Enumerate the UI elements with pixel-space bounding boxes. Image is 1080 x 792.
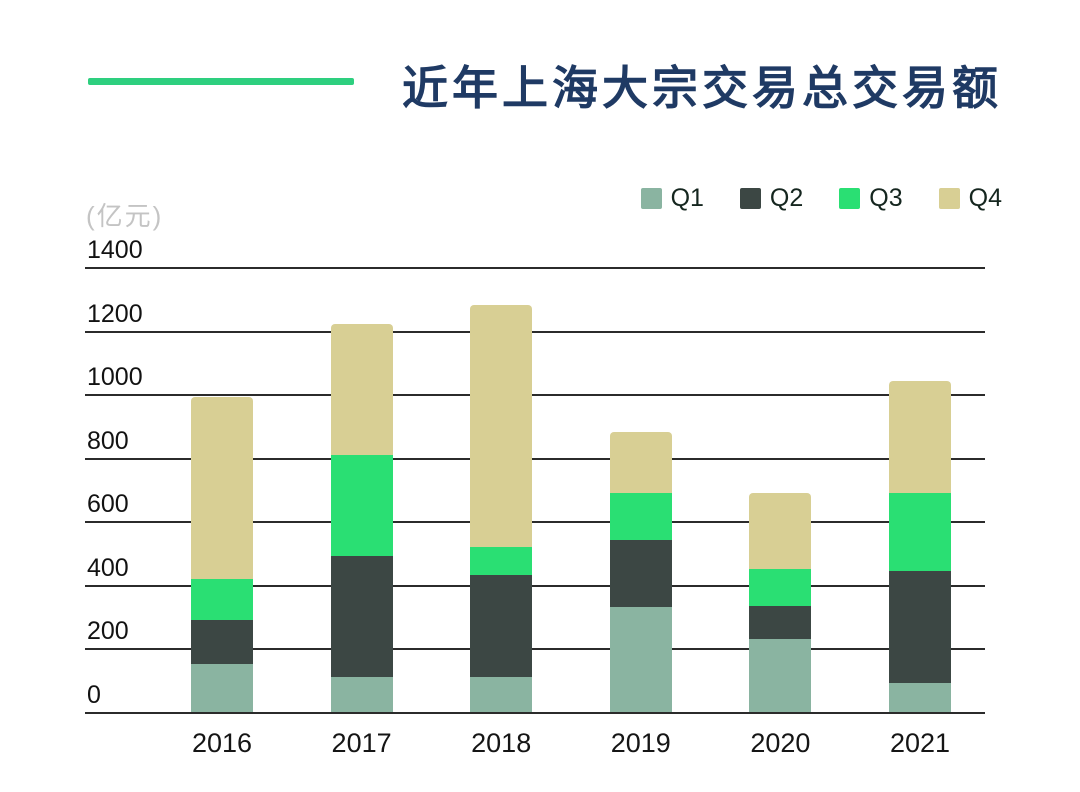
legend-label-q1: Q1 [670, 184, 704, 212]
legend: Q1 Q2 Q3 Q4 [640, 184, 1002, 213]
legend-swatch-q1 [640, 188, 662, 209]
bar-segment-2018-q4 [470, 305, 533, 547]
gridline-1400 [85, 267, 985, 269]
bar-2017 [330, 324, 393, 712]
y-axis-unit-label: (亿元) [86, 201, 164, 231]
bar-segment-2021-q4 [889, 381, 951, 493]
gridline-600 [85, 521, 985, 524]
bar-2016 [191, 397, 253, 712]
bar-segment-2017-q3 [330, 454, 393, 557]
y-tick-label-0: 0 [87, 681, 101, 709]
x-axis-label-2021: 2021 [889, 728, 951, 758]
x-axis-label-2018: 2018 [471, 728, 532, 758]
bar-2018 [470, 305, 533, 712]
bar-segment-2020-q3 [749, 568, 812, 606]
legend-swatch-q2 [739, 188, 761, 209]
bar-2021 [889, 381, 951, 712]
y-tick-label-400: 400 [87, 553, 129, 582]
bar-segment-2016-q1 [191, 664, 253, 712]
legend-item-q1: Q1 [640, 184, 704, 213]
legend-swatch-q3 [839, 188, 861, 209]
gridline-1200 [85, 330, 985, 333]
y-tick-label-200: 200 [87, 617, 129, 646]
bar-segment-2016-q3 [191, 578, 253, 620]
bar-2019 [609, 432, 672, 712]
legend-label-q3: Q3 [869, 184, 903, 212]
bar-segment-2017-q4 [330, 324, 393, 455]
legend-swatch-q4 [938, 188, 960, 209]
legend-item-q2: Q2 [739, 184, 804, 213]
gridline-400 [85, 584, 985, 587]
bar-segment-2021-q1 [889, 683, 951, 712]
y-tick-label-1400: 1400 [87, 236, 143, 264]
bar-segment-2019-q2 [609, 540, 672, 608]
gridline-1000 [85, 394, 985, 397]
plot-area: 0 200 400 600 800 1000 1200 1400 [85, 236, 985, 714]
x-axis-label-2019: 2019 [610, 728, 671, 758]
title-accent-line [88, 78, 354, 85]
gridline-200 [85, 648, 985, 651]
y-tick-label-800: 800 [87, 426, 129, 455]
bar-segment-2019-q4 [609, 432, 672, 493]
bar-segment-2016-q4 [191, 397, 253, 579]
bar-segment-2017-q2 [330, 556, 393, 678]
legend-item-q3: Q3 [839, 184, 903, 213]
bar-segment-2020-q2 [749, 605, 812, 639]
bar-segment-2017-q1 [330, 677, 393, 712]
chart-title: 近年上海大宗交易总交易额 [402, 62, 1002, 114]
x-axis-label-2017: 2017 [331, 728, 392, 758]
y-tick-label-1200: 1200 [87, 299, 143, 328]
bar-2020 [749, 492, 812, 712]
bar-segment-2019-q3 [609, 492, 672, 541]
legend-label-q2: Q2 [769, 184, 804, 212]
x-axis-label-2020: 2020 [750, 728, 811, 758]
bar-segment-2018-q1 [470, 677, 533, 712]
gridline-800 [85, 457, 985, 460]
legend-label-q4: Q4 [968, 184, 1002, 212]
bar-segment-2018-q3 [470, 546, 533, 576]
y-tick-label-600: 600 [87, 490, 129, 519]
bar-segment-2018-q2 [470, 575, 533, 678]
y-tick-label-1000: 1000 [87, 363, 143, 392]
bar-segment-2016-q2 [191, 619, 253, 665]
bar-segment-2021-q3 [889, 492, 951, 571]
bar-segment-2020-q4 [749, 492, 812, 569]
x-axis-label-2016: 2016 [191, 728, 253, 758]
gridline-0 [85, 712, 985, 714]
bar-segment-2019-q1 [609, 607, 672, 712]
legend-item-q4: Q4 [938, 184, 1002, 213]
bar-segment-2021-q2 [889, 570, 951, 684]
bar-segment-2020-q1 [749, 638, 812, 712]
